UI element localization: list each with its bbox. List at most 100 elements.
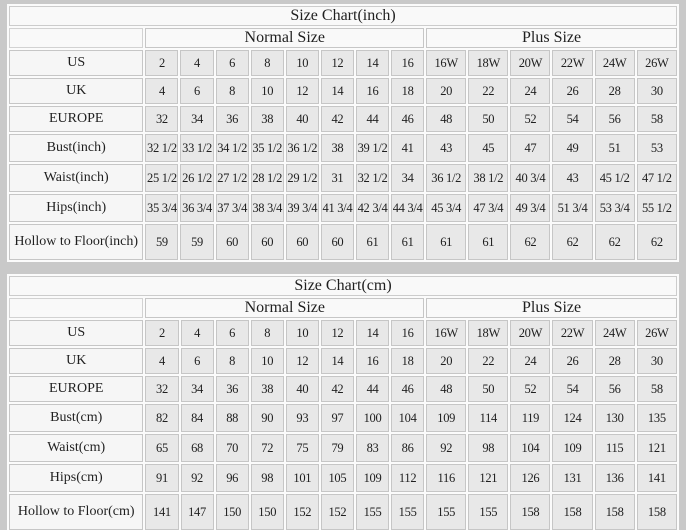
- size-value-cell: 26: [552, 348, 593, 374]
- size-value-cell: 32: [145, 106, 179, 132]
- size-value-cell: 40 3/4: [510, 164, 551, 192]
- size-value-cell: 14: [320, 348, 354, 374]
- size-value-cell: 61: [468, 224, 509, 260]
- table-row: UK 4 6 8 10 12 14 16 18 20 22 24 26 28 30: [9, 348, 677, 374]
- size-value-cell: 59: [145, 224, 179, 260]
- size-value-cell: 12: [320, 50, 354, 76]
- size-value-cell: 26 1/2: [180, 164, 214, 192]
- size-value-cell: 18: [391, 348, 425, 374]
- size-value-cell: 115: [594, 434, 635, 462]
- size-value-cell: 8: [250, 320, 284, 346]
- size-value-cell: 131: [552, 464, 593, 492]
- size-value-cell: 121: [468, 464, 509, 492]
- size-value-cell: 26W: [636, 320, 677, 346]
- table-row: Bust(cm) 82 84 88 90 93 97 100 104 109 114 119 124 13…: [9, 404, 677, 432]
- group-header-normal-size: Normal Size: [145, 28, 425, 48]
- size-value-cell: 124: [552, 404, 593, 432]
- table-row: Waist(inch) 25 1/2 26 1/2 27 1/2 28 1/2 29 1/…: [9, 164, 677, 192]
- size-value-cell: 16: [391, 320, 425, 346]
- size-value-cell: 26: [552, 78, 593, 104]
- size-value-cell: 16W: [426, 50, 467, 76]
- table-row: Hips(inch) 35 3/4 36 3/4 37 3/4 38 3/4 39 3/4…: [9, 194, 677, 222]
- size-value-cell: 16W: [426, 320, 467, 346]
- size-value-cell: 65: [145, 434, 179, 462]
- size-value-cell: 45 3/4: [426, 194, 467, 222]
- size-value-cell: 92: [180, 464, 214, 492]
- size-value-cell: 16: [355, 348, 390, 374]
- size-value-cell: 6: [215, 50, 249, 76]
- size-value-cell: 39 1/2: [355, 134, 390, 162]
- size-value-cell: 52: [510, 106, 551, 132]
- size-value-cell: 24: [510, 78, 551, 104]
- size-value-cell: 39 3/4: [285, 194, 319, 222]
- size-value-cell: 109: [552, 434, 593, 462]
- size-value-cell: 152: [320, 494, 354, 530]
- size-value-cell: 155: [391, 494, 425, 530]
- size-value-cell: 104: [391, 404, 425, 432]
- table-title-row: Size Chart(cm): [9, 276, 677, 296]
- size-value-cell: 60: [320, 224, 354, 260]
- size-value-cell: 20: [426, 348, 467, 374]
- row-label: Hips(inch): [9, 194, 144, 222]
- size-value-cell: 104: [510, 434, 551, 462]
- size-value-cell: 112: [391, 464, 425, 492]
- group-header-normal-size: Normal Size: [145, 298, 425, 318]
- size-value-cell: 92: [426, 434, 467, 462]
- size-value-cell: 4: [180, 320, 214, 346]
- size-value-cell: 58: [636, 376, 677, 402]
- size-value-cell: 46: [391, 376, 425, 402]
- size-value-cell: 54: [552, 376, 593, 402]
- row-label: UK: [9, 78, 144, 104]
- size-value-cell: 32: [145, 376, 179, 402]
- size-value-cell: 155: [468, 494, 509, 530]
- size-chart-inch-body: Size Chart(inch) Normal Size Plus Size US 2 4…: [9, 6, 677, 260]
- size-chart-cm-table: Size Chart(cm) Normal Size Plus Size US 2 4 6 8…: [7, 274, 679, 530]
- size-value-cell: 42: [320, 376, 354, 402]
- size-value-cell: 36: [215, 106, 249, 132]
- size-value-cell: 30: [636, 78, 677, 104]
- size-value-cell: 28: [594, 348, 635, 374]
- size-value-cell: 22W: [552, 320, 593, 346]
- size-value-cell: 16: [391, 50, 425, 76]
- size-value-cell: 36 3/4: [180, 194, 214, 222]
- size-value-cell: 31: [320, 164, 354, 192]
- table-row: Hips(cm) 91 92 96 98 101 105 109 112 116 121 126 131…: [9, 464, 677, 492]
- size-value-cell: 60: [285, 224, 319, 260]
- size-value-cell: 24: [510, 348, 551, 374]
- size-value-cell: 20: [426, 78, 467, 104]
- size-value-cell: 155: [355, 494, 390, 530]
- row-label: Hollow to Floor(inch): [9, 224, 144, 260]
- size-value-cell: 24W: [594, 320, 635, 346]
- size-value-cell: 88: [215, 404, 249, 432]
- size-value-cell: 58: [636, 106, 677, 132]
- size-value-cell: 2: [145, 50, 179, 76]
- size-value-cell: 38: [250, 106, 284, 132]
- table-row: Waist(cm) 65 68 70 72 75 79 83 86 92 98 104 109 115 12…: [9, 434, 677, 462]
- size-value-cell: 38 1/2: [468, 164, 509, 192]
- size-value-cell: 53: [636, 134, 677, 162]
- size-value-cell: 51: [594, 134, 635, 162]
- size-value-cell: 12: [285, 348, 319, 374]
- size-value-cell: 150: [250, 494, 284, 530]
- size-value-cell: 51 3/4: [552, 194, 593, 222]
- size-value-cell: 109: [355, 464, 390, 492]
- size-value-cell: 45 1/2: [594, 164, 635, 192]
- size-value-cell: 22: [468, 348, 509, 374]
- size-value-cell: 6: [180, 348, 214, 374]
- size-value-cell: 141: [636, 464, 677, 492]
- table-row: Hollow to Floor(cm) 141 147 150 150 152 152 155…: [9, 494, 677, 530]
- size-value-cell: 25 1/2: [145, 164, 179, 192]
- group-header-row: Normal Size Plus Size: [9, 28, 677, 48]
- size-value-cell: 42 3/4: [355, 194, 390, 222]
- size-value-cell: 97: [320, 404, 354, 432]
- size-value-cell: 26W: [636, 50, 677, 76]
- table-title: Size Chart(inch): [9, 6, 677, 26]
- size-value-cell: 147: [180, 494, 214, 530]
- size-value-cell: 37 3/4: [215, 194, 249, 222]
- size-value-cell: 18W: [468, 50, 509, 76]
- size-value-cell: 32 1/2: [145, 134, 179, 162]
- size-value-cell: 6: [180, 78, 214, 104]
- group-header-row: Normal Size Plus Size: [9, 298, 677, 318]
- size-value-cell: 130: [594, 404, 635, 432]
- size-value-cell: 8: [215, 78, 249, 104]
